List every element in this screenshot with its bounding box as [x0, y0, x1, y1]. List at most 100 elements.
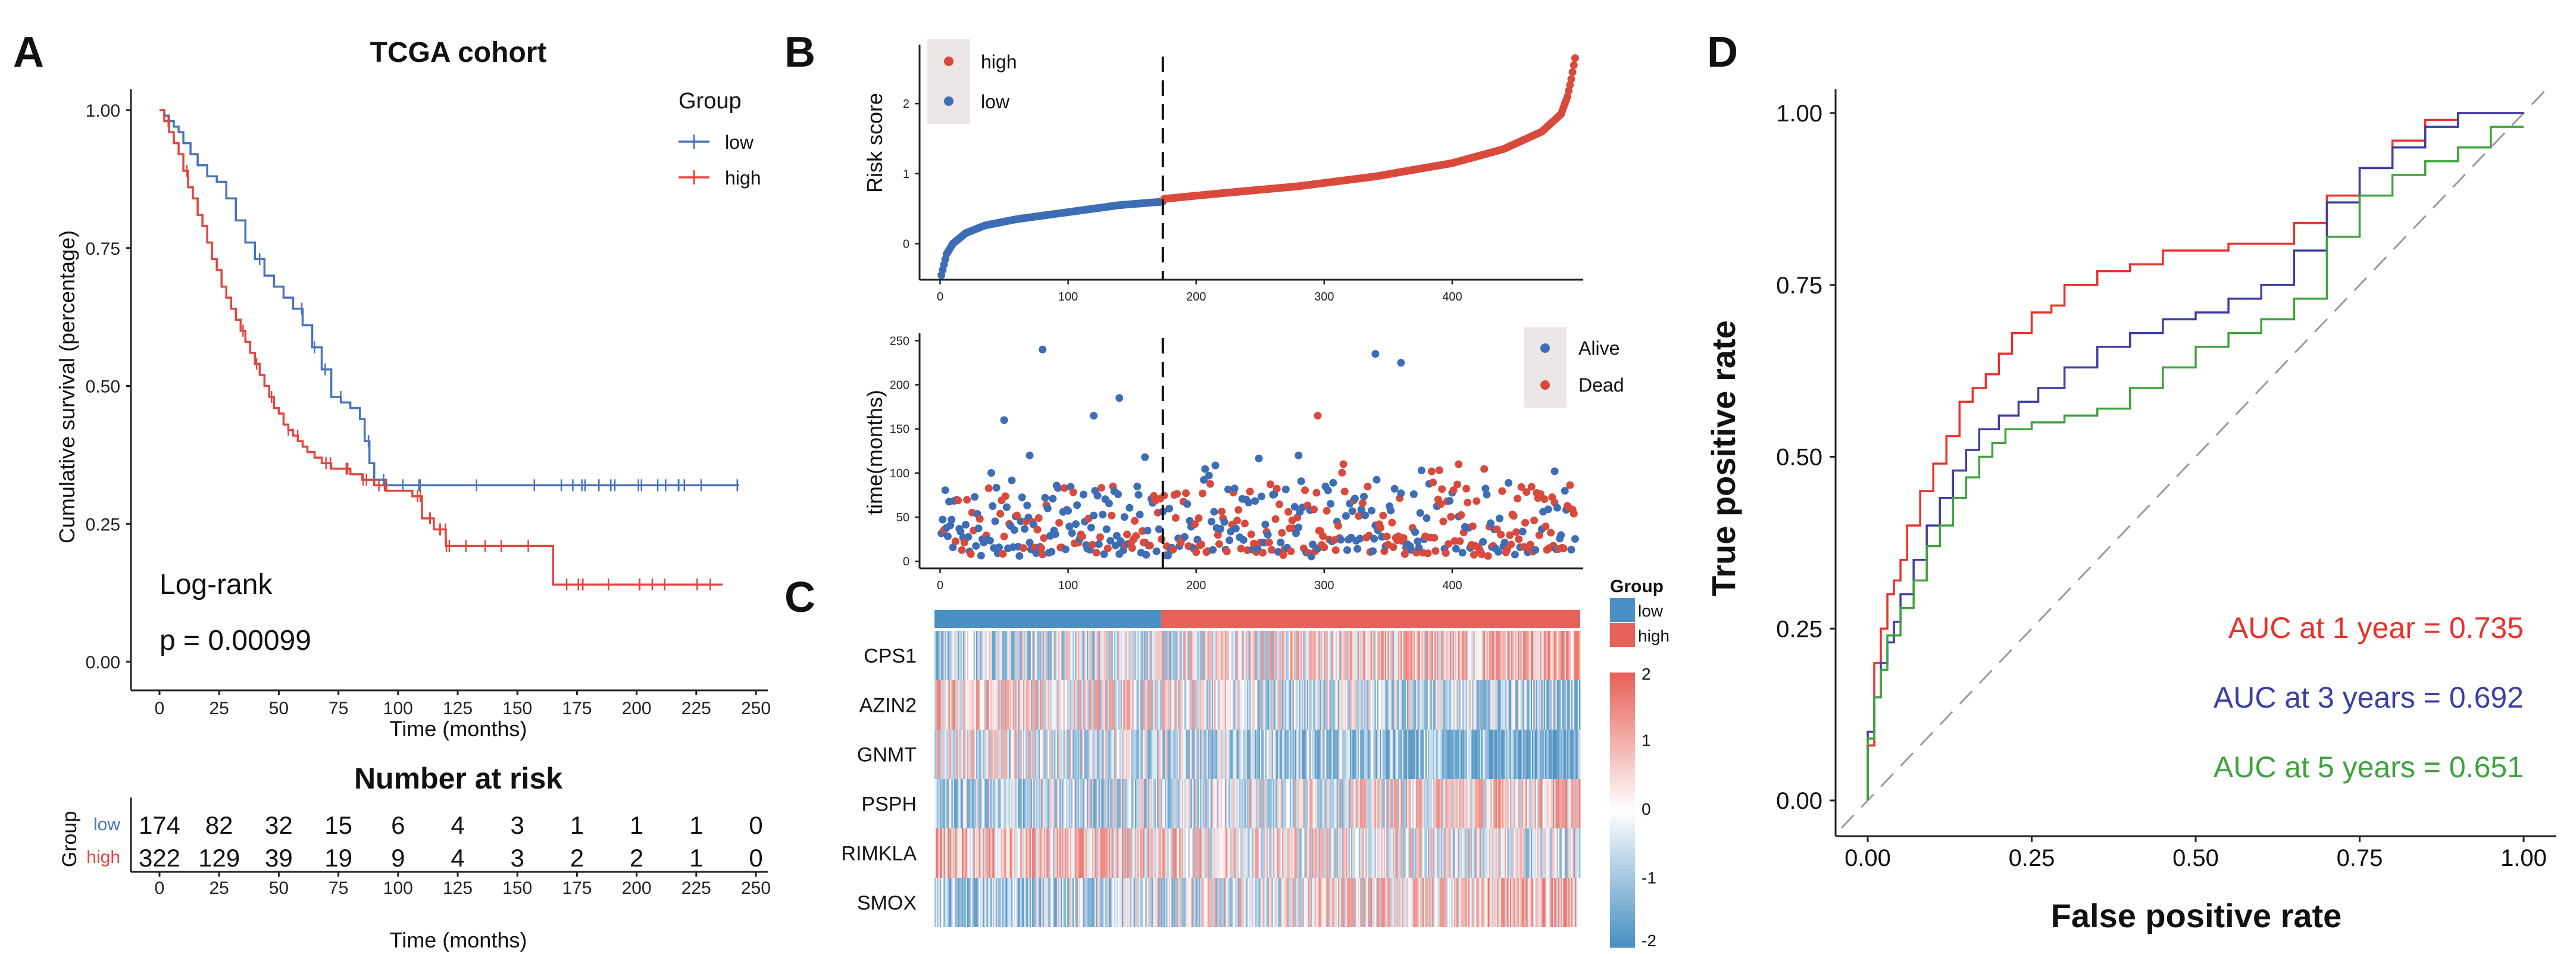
heatmap-cell [1452, 730, 1455, 779]
heatmap-cell [1301, 878, 1303, 927]
heatmap-cell [1012, 730, 1014, 779]
heatmap-cell [1098, 631, 1101, 680]
heatmap-cell [1495, 680, 1498, 730]
heatmap-cell [1040, 631, 1042, 680]
heatmap-cell [1453, 779, 1456, 828]
heatmap-cell [1274, 631, 1276, 680]
heatmap-scale-step [1610, 933, 1635, 939]
heatmap-cell [1460, 779, 1462, 828]
heatmap-scale-step [1610, 686, 1635, 692]
heatmap-cell [1498, 680, 1500, 730]
heatmap-cell [1574, 779, 1575, 828]
heatmap-cell [1516, 680, 1518, 730]
heatmap-cell [1536, 779, 1538, 828]
heatmap-cell [1127, 631, 1129, 680]
time-point [1553, 503, 1561, 512]
heatmap-cell [1282, 730, 1284, 779]
heatmap-cell [997, 730, 999, 779]
heatmap-cell [1421, 779, 1423, 828]
heatmap-cell [1565, 680, 1568, 730]
heatmap-cell [1321, 730, 1323, 779]
heatmap-cell [1375, 828, 1378, 878]
heatmap-cell [1355, 828, 1357, 878]
heatmap-cell [990, 730, 992, 779]
heatmap-cell [1576, 779, 1578, 828]
heatmap-cell [1576, 631, 1578, 680]
heatmap-cell [1262, 779, 1264, 828]
heatmap-cell [1430, 730, 1433, 779]
time-point [1092, 549, 1101, 557]
heatmap-cell [1290, 680, 1292, 730]
heatmap-cell [1262, 680, 1264, 730]
heatmap-legend-label-high: high [1638, 627, 1670, 645]
heatmap-cell [1414, 878, 1415, 927]
heatmap-cell [1068, 631, 1070, 680]
heatmap-cell [1159, 779, 1162, 828]
heatmap-cell [1215, 631, 1218, 680]
heatmap-cell [1187, 730, 1189, 779]
heatmap-cell [1153, 680, 1155, 730]
time-point [1226, 536, 1234, 545]
heatmap-cell [1109, 779, 1111, 828]
heatmap-cell [1095, 680, 1096, 730]
heatmap-cell [1333, 730, 1334, 779]
heatmap-cell [1396, 779, 1399, 828]
heatmap-cell [1291, 730, 1293, 779]
heatmap-cell [1411, 828, 1413, 878]
heatmap-cell [961, 878, 964, 927]
heatmap-cell [1567, 730, 1569, 779]
heatmap-group-bar-low [934, 610, 1161, 628]
heatmap-cell [1378, 828, 1380, 878]
heatmap-cell [995, 779, 998, 828]
heatmap-cell [1249, 828, 1251, 878]
heatmap-cell [955, 779, 957, 828]
heatmap-cell [1075, 631, 1077, 680]
heatmap-cell [1058, 730, 1060, 779]
heatmap-cell [1197, 779, 1199, 828]
heatmap-cell [1407, 730, 1409, 779]
km-y-axis-label: Cumulative survival (percentage) [55, 230, 79, 543]
heatmap-cell [1224, 828, 1227, 878]
heatmap-cell [1042, 779, 1045, 828]
heatmap-cell [1030, 631, 1033, 680]
heatmap-cell [1498, 730, 1500, 779]
time-point [1201, 465, 1209, 473]
heatmap-cell [1261, 878, 1263, 927]
heatmap-cell [961, 680, 964, 730]
heatmap-cell [1001, 680, 1003, 730]
heatmap-cell [982, 779, 984, 828]
time-y-tick-label: 200 [890, 379, 909, 392]
heatmap-cell [1320, 680, 1322, 730]
heatmap-cell [1521, 680, 1524, 730]
heatmap-cell [1336, 779, 1339, 828]
heatmap-cell [965, 828, 968, 878]
heatmap-scale-step [1610, 736, 1635, 742]
heatmap-cell [993, 680, 995, 730]
time-point [1486, 519, 1495, 527]
heatmap-cell [1365, 631, 1367, 680]
heatmap-cell [1548, 680, 1549, 730]
heatmap-cell [1314, 631, 1317, 680]
heatmap-cell [1543, 631, 1546, 680]
heatmap-cell [1440, 680, 1443, 730]
heatmap-cell [1220, 779, 1221, 828]
heatmap-cell [1539, 730, 1540, 779]
heatmap-cell [1434, 631, 1436, 680]
heatmap-cell [1523, 680, 1525, 730]
heatmap-cell [1279, 828, 1281, 878]
roc-x-tick-label: 1.00 [2500, 845, 2547, 871]
heatmap-cell [1515, 878, 1517, 927]
heatmap-cell [1442, 730, 1444, 779]
heatmap-cell [1339, 680, 1341, 730]
heatmap-cell [1006, 878, 1008, 927]
heatmap-cell [981, 878, 983, 927]
heatmap-cell [1415, 878, 1417, 927]
heatmap-cell [1028, 680, 1030, 730]
heatmap-cell [1541, 631, 1543, 680]
heatmap-cell [1331, 779, 1333, 828]
heatmap-cell [1575, 631, 1577, 680]
heatmap-cell [1200, 878, 1202, 927]
heatmap-cell [1437, 779, 1439, 828]
heatmap-cell [1040, 779, 1042, 828]
heatmap-cell [1284, 680, 1287, 730]
